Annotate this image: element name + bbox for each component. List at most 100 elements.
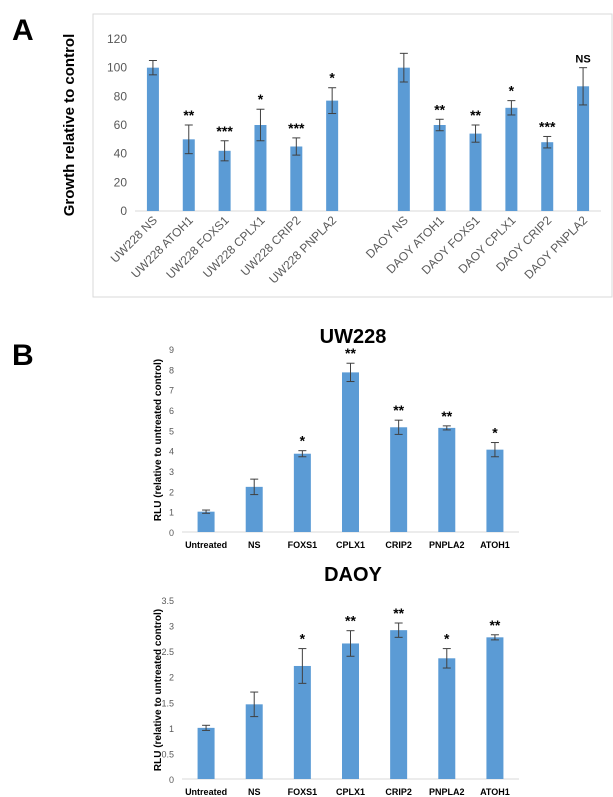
chart-b1-title: UW228 bbox=[320, 326, 387, 348]
chart-a-ytick-label: 80 bbox=[114, 89, 128, 103]
chart-b1-significance-label: * bbox=[492, 425, 498, 441]
chart-a-ytick-label: 20 bbox=[114, 175, 128, 189]
chart-b2-ytick-label: 1.5 bbox=[161, 698, 174, 708]
chart-b1-ylabel: RLU (relative to untreated control) bbox=[153, 359, 164, 521]
chart-b2-ylabel: RLU (relative to untreated control) bbox=[153, 609, 164, 771]
chart-b1-category-label: PNPLA2 bbox=[429, 540, 465, 550]
chart-b2-title: DAOY bbox=[324, 564, 382, 586]
chart-a-bar bbox=[541, 142, 554, 211]
chart-b2-ytick-label: 3.5 bbox=[161, 596, 174, 606]
chart-b2-ytick-label: 1 bbox=[169, 724, 174, 734]
chart-b2-category-label: FOXS1 bbox=[288, 787, 318, 797]
chart-b2-bar bbox=[390, 630, 408, 779]
chart-b2-category-label: CPLX1 bbox=[336, 787, 365, 797]
chart-a-bar bbox=[182, 139, 195, 211]
chart-b2: 0 0.5 1 1.5 2 2.5 3 3.5 Untreated NS * FOXS1 ** CPLX1… bbox=[161, 596, 519, 797]
chart-b1-bar bbox=[486, 449, 504, 532]
chart-b1: 0 1 2 3 4 5 6 7 8 9 Untreated NS * FOXS1 ** CPLX1 ** CRIP… bbox=[169, 345, 519, 550]
panel-a-letter: A bbox=[12, 14, 34, 47]
chart-a-significance-label: NS bbox=[575, 54, 590, 66]
chart-a-bar bbox=[505, 107, 518, 211]
chart-b2-bar bbox=[245, 704, 263, 779]
chart-b2-significance-label: ** bbox=[393, 605, 404, 621]
chart-a-significance-label: ** bbox=[470, 107, 481, 123]
chart-a-ytick-label: 40 bbox=[114, 147, 128, 161]
chart-b2-category-label: NS bbox=[248, 787, 261, 797]
chart-b2-bar bbox=[197, 727, 215, 779]
chart-b2-category-label: PNPLA2 bbox=[429, 787, 465, 797]
chart-b1-bar bbox=[245, 486, 263, 532]
chart-b2-bar bbox=[293, 665, 311, 779]
chart-a-ytick-label: 120 bbox=[107, 32, 127, 46]
chart-a-ytick-label: 100 bbox=[107, 61, 127, 75]
chart-a-bar bbox=[254, 125, 267, 211]
chart-b1-ytick-label: 5 bbox=[169, 426, 174, 436]
chart-b1-ytick-label: 8 bbox=[169, 365, 174, 375]
chart-b1-ytick-label: 3 bbox=[169, 467, 174, 477]
chart-a-significance-label: ** bbox=[183, 107, 194, 123]
chart-b1-ytick-label: 9 bbox=[169, 345, 174, 355]
chart-b1-significance-label: * bbox=[300, 433, 306, 449]
chart-a-bar bbox=[290, 146, 303, 211]
chart-b2-significance-label: ** bbox=[489, 617, 500, 633]
chart-b2-ytick-label: 0.5 bbox=[161, 749, 174, 759]
chart-b2-significance-label: * bbox=[444, 631, 450, 647]
chart-b1-significance-label: ** bbox=[345, 345, 356, 361]
chart-b2-ytick-label: 3 bbox=[169, 622, 174, 632]
chart-a-significance-label: *** bbox=[288, 120, 305, 136]
chart-b2-category-label: CRIP2 bbox=[385, 787, 412, 797]
chart-b2-ytick-label: 2.5 bbox=[161, 647, 174, 657]
chart-a-significance-label: * bbox=[509, 83, 515, 99]
chart-b1-ytick-label: 1 bbox=[169, 508, 174, 518]
chart-a-significance-label: * bbox=[329, 70, 335, 86]
chart-b1-ytick-label: 2 bbox=[169, 487, 174, 497]
chart-a-bar bbox=[146, 67, 159, 212]
chart-a-bar bbox=[433, 125, 446, 211]
chart-a-category-label: DAOY PNPLA2 bbox=[521, 213, 590, 282]
chart-b1-bar bbox=[197, 511, 215, 532]
chart-a-bar bbox=[577, 86, 590, 211]
chart-b1-significance-label: ** bbox=[441, 408, 452, 424]
chart-b2-ytick-label: 2 bbox=[169, 673, 174, 683]
chart-a-significance-label: *** bbox=[216, 123, 233, 139]
chart-b1-category-label: FOXS1 bbox=[288, 540, 318, 550]
panel-b-letter: B bbox=[12, 339, 34, 372]
chart-b2-bar bbox=[342, 643, 359, 779]
chart-a-category-label: UW228 ATOH1 bbox=[128, 213, 196, 281]
chart-b1-bar bbox=[438, 427, 456, 532]
chart-a-bar bbox=[469, 133, 482, 211]
chart-b1-category-label: Untreated bbox=[185, 540, 227, 550]
chart-b2-bar bbox=[486, 637, 504, 779]
chart-b1-category-label: ATOH1 bbox=[480, 540, 510, 550]
chart-b1-ytick-label: 4 bbox=[169, 447, 174, 457]
chart-b1-ytick-label: 0 bbox=[169, 528, 174, 538]
chart-a-bar bbox=[218, 150, 231, 211]
panel-a-frame bbox=[92, 13, 613, 298]
chart-a-ytick-label: 60 bbox=[114, 118, 128, 132]
chart-b1-ytick-label: 6 bbox=[169, 406, 174, 416]
chart-b1-bar bbox=[342, 372, 359, 532]
chart-b2-category-label: ATOH1 bbox=[480, 787, 510, 797]
chart-b2-category-label: Untreated bbox=[185, 787, 227, 797]
chart-a-significance-label: *** bbox=[539, 118, 556, 134]
chart-a-category-label: UW228 CPLX1 bbox=[200, 213, 268, 281]
chart-a-significance-label: * bbox=[258, 91, 264, 107]
chart-b1-category-label: NS bbox=[248, 540, 261, 550]
chart-b1-category-label: CRIP2 bbox=[385, 540, 412, 550]
chart-a-bar bbox=[326, 100, 339, 211]
chart-a-ylabel: Growth relative to control bbox=[61, 34, 78, 217]
chart-b2-ytick-label: 0 bbox=[169, 775, 174, 785]
chart-b1-bar bbox=[390, 427, 408, 532]
chart-b1-bar bbox=[293, 453, 311, 532]
chart-b2-significance-label: ** bbox=[345, 613, 356, 629]
chart-b1-category-label: CPLX1 bbox=[336, 540, 365, 550]
chart-a-bar bbox=[397, 67, 410, 212]
chart-a-ytick-label: 0 bbox=[120, 204, 127, 218]
chart-a-category-label: UW228 PNPLA2 bbox=[266, 213, 339, 286]
chart-a-significance-label: ** bbox=[434, 101, 445, 117]
chart-b1-ytick-label: 7 bbox=[169, 386, 174, 396]
chart-b2-significance-label: * bbox=[300, 631, 306, 647]
chart-b1-significance-label: ** bbox=[393, 402, 404, 418]
